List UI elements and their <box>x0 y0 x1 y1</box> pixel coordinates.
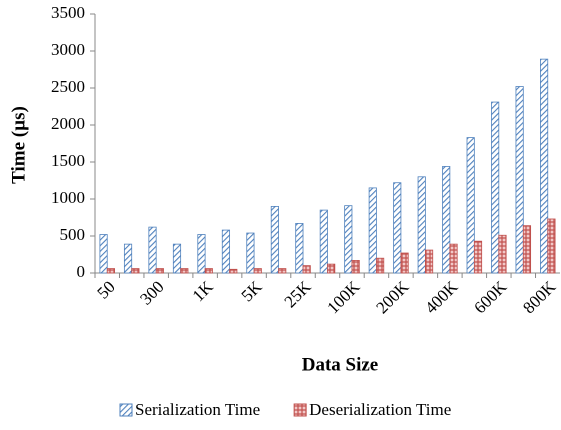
bar <box>473 240 483 274</box>
bar <box>148 226 157 274</box>
bar <box>155 268 164 274</box>
bar <box>424 249 434 274</box>
bar <box>131 268 140 274</box>
bar <box>123 243 133 274</box>
bar <box>221 229 231 274</box>
x-tick-label: 1K <box>189 277 218 306</box>
bar <box>106 268 115 274</box>
bar <box>295 223 304 274</box>
bar <box>180 268 189 274</box>
bar <box>498 234 507 274</box>
bar <box>246 232 255 274</box>
bar <box>540 58 549 274</box>
y-tick-label: 2500 <box>51 77 85 96</box>
bar <box>253 268 262 274</box>
x-tick-label: 25K <box>280 277 315 312</box>
y-axis-title: Time (µs) <box>8 106 29 184</box>
bar <box>449 243 458 274</box>
y-tick-label: 1500 <box>51 151 85 170</box>
bar <box>351 260 360 274</box>
legend-label: Serialization Time <box>135 400 260 419</box>
legend-swatch <box>293 403 307 417</box>
bar <box>302 265 311 274</box>
x-axis-title: Data Size <box>302 354 379 375</box>
y-tick-label: 2000 <box>51 114 85 133</box>
x-tick-label: 300 <box>136 277 167 308</box>
legend-label: Deserialization Time <box>309 400 451 419</box>
bar <box>376 257 385 274</box>
bar <box>99 234 108 274</box>
bar <box>417 176 426 274</box>
bar <box>344 205 353 274</box>
x-tick-label: 100K <box>323 277 364 318</box>
bar <box>466 137 475 274</box>
bar <box>491 101 500 274</box>
legend-swatch <box>119 403 133 417</box>
bar <box>393 182 402 274</box>
bar <box>229 268 238 274</box>
x-tick-label: 400K <box>421 277 462 318</box>
bar <box>204 268 213 274</box>
y-tick-label: 3500 <box>51 3 85 22</box>
bar <box>197 234 206 274</box>
bar <box>368 187 377 274</box>
bar <box>515 86 524 274</box>
bar <box>278 268 287 274</box>
bar <box>270 205 279 274</box>
bar <box>327 263 336 274</box>
y-tick-label: 1000 <box>51 188 85 207</box>
x-tick-label: 600K <box>470 277 511 318</box>
x-tick-label: 50 <box>93 277 118 302</box>
x-tick-label: 200K <box>372 277 413 318</box>
bar <box>400 252 409 274</box>
x-tick-label: 800K <box>519 277 560 318</box>
bar <box>319 209 328 274</box>
y-tick-label: 500 <box>60 225 86 244</box>
y-tick-label: 0 <box>77 262 86 281</box>
x-tick-label: 5K <box>238 277 267 306</box>
y-tick-label: 3000 <box>51 40 85 59</box>
bar <box>442 166 451 274</box>
bar <box>547 218 556 274</box>
bar <box>522 225 532 274</box>
bar <box>172 243 182 274</box>
